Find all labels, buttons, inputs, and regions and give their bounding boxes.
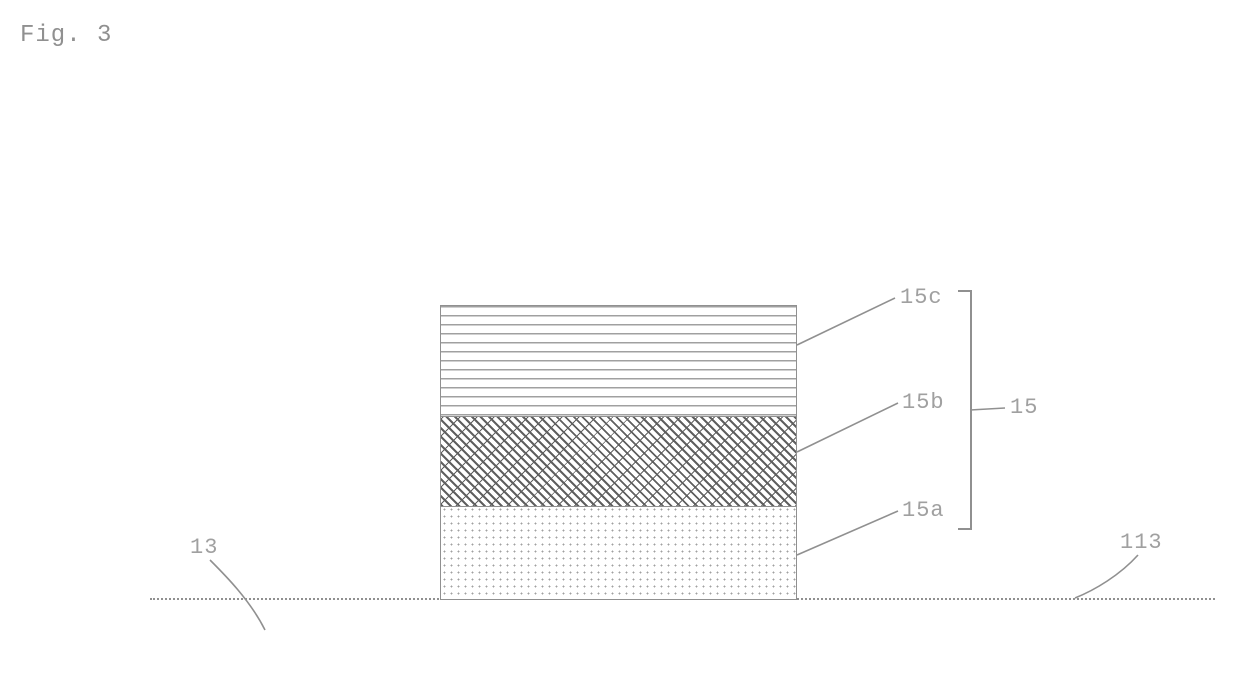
label-15: 15 (1010, 395, 1038, 420)
label-15a: 15a (902, 498, 945, 523)
layer-15a (440, 505, 797, 600)
bracket-15 (958, 290, 972, 530)
label-113: 113 (1120, 530, 1163, 555)
layer-15b (440, 415, 797, 507)
bracket-15-tick (970, 408, 1005, 410)
leader-15a (797, 511, 898, 555)
leader-15c (797, 298, 895, 345)
label-15c: 15c (900, 285, 943, 310)
figure-title: Fig. 3 (20, 22, 112, 49)
label-13: 13 (190, 535, 218, 560)
layer-15c (440, 305, 797, 417)
figure-canvas: Fig. 3 15c 15b 15a 15 13 113 (0, 0, 1240, 687)
leader-113 (1075, 555, 1138, 598)
label-15b: 15b (902, 390, 945, 415)
leader-13 (210, 560, 265, 630)
leader-15b (797, 403, 898, 452)
